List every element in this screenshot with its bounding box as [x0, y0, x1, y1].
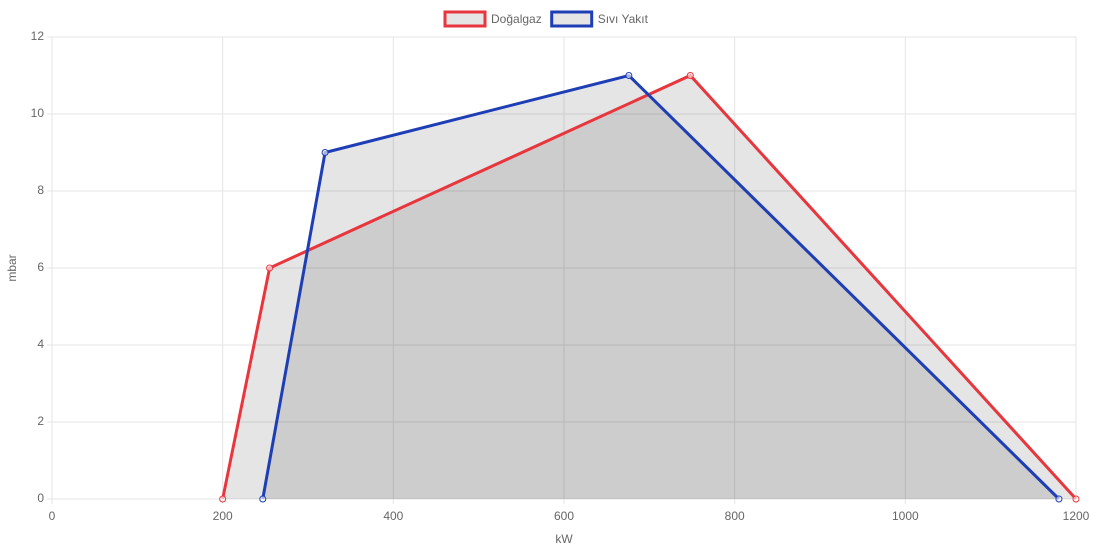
point [219, 495, 227, 503]
point [1055, 495, 1063, 503]
point [266, 264, 274, 272]
y-tick-label: 6 [37, 260, 44, 274]
legend: Doğalgaz Sıvı Yakıt [443, 10, 649, 28]
legend-label: Doğalgaz [491, 12, 542, 26]
point [625, 72, 633, 79]
point [259, 495, 267, 503]
legend-swatch [550, 10, 594, 28]
x-tick-label: 800 [725, 509, 745, 523]
point [321, 149, 329, 156]
y-tick-label: 8 [37, 183, 44, 197]
point [686, 72, 694, 79]
y-tick-label: 2 [37, 414, 44, 428]
x-tick-label: 1000 [892, 509, 919, 523]
line [261, 73, 1060, 501]
x-tick-label: 400 [383, 509, 403, 523]
area [222, 75, 1076, 499]
x-axis-title: kW [555, 532, 573, 546]
point [1072, 495, 1080, 503]
grid [47, 36, 1077, 504]
x-tick-label: 0 [49, 509, 56, 523]
x-tick-label: 200 [213, 509, 233, 523]
y-tick-label: 12 [31, 29, 45, 43]
x-tick-label: 600 [554, 509, 574, 523]
legend-swatch [443, 10, 487, 28]
y-tick-label: 0 [37, 491, 44, 505]
y-tick-label: 4 [37, 337, 44, 351]
y-axis-title: mbar [5, 254, 19, 281]
legend-label: Sıvı Yakıt [598, 12, 649, 26]
line [221, 73, 1078, 501]
x-tick-label: 1200 [1063, 509, 1090, 523]
y-tick-label: 10 [31, 106, 45, 120]
